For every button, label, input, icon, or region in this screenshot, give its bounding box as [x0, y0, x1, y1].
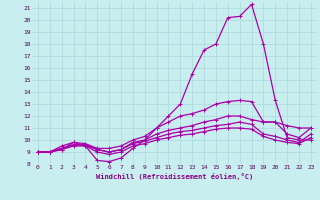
X-axis label: Windchill (Refroidissement éolien,°C): Windchill (Refroidissement éolien,°C): [96, 173, 253, 180]
